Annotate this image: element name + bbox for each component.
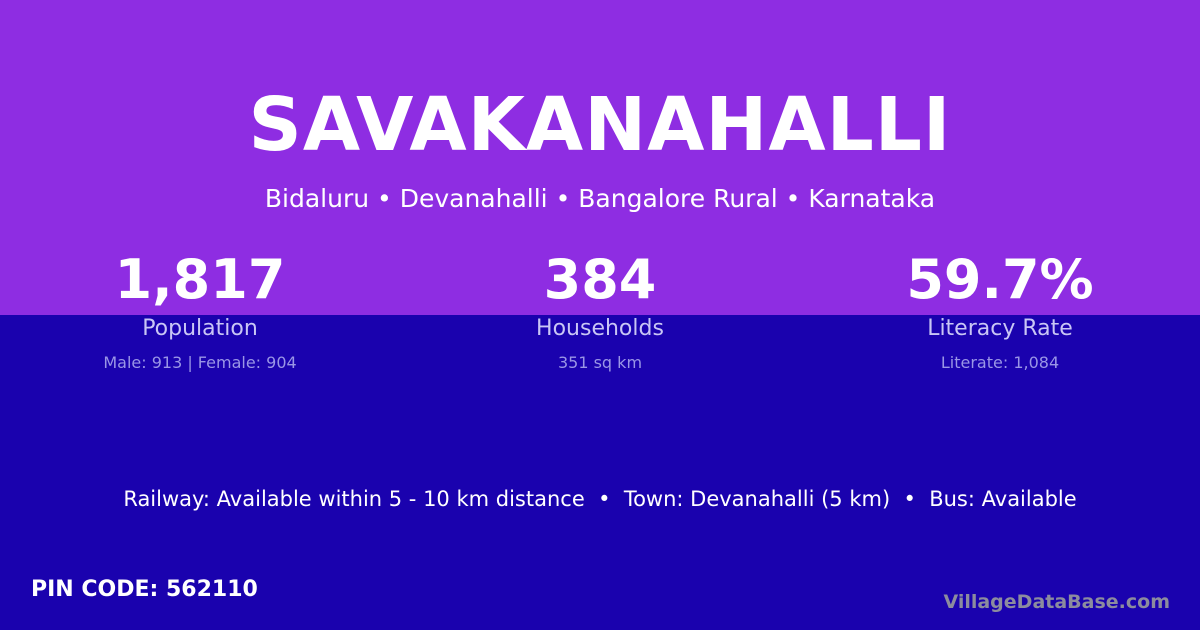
stat-value: 1,817 <box>114 248 286 311</box>
stat-label: Literacy Rate <box>927 316 1073 341</box>
header-band <box>0 0 1200 315</box>
stat-detail: 351 sq km <box>557 353 643 372</box>
stat-detail: Literate: 1,084 <box>940 353 1060 372</box>
stat-label: Population <box>142 316 258 341</box>
body-band <box>0 315 1200 630</box>
stat-value: 59.7% <box>906 248 1094 311</box>
stat-label: Households <box>536 316 664 341</box>
village-title: SAVAKANAHALLI <box>248 82 952 168</box>
amenities-line: Railway: Available within 5 - 10 km dist… <box>123 487 1077 511</box>
pin-code: PIN CODE: 562110 <box>31 577 258 602</box>
brand-watermark: VillageDataBase.com <box>943 591 1170 613</box>
stat-population: 1,817 Population Male: 913 | Female: 904 <box>0 248 400 373</box>
stat-households: 384 Households 351 sq km <box>400 248 800 373</box>
stat-literacy: 59.7% Literacy Rate Literate: 1,084 <box>800 248 1200 373</box>
location-breadcrumb: Bidaluru • Devanahalli • Bangalore Rural… <box>264 184 936 213</box>
stat-value: 384 <box>543 248 657 311</box>
stat-detail: Male: 913 | Female: 904 <box>103 353 297 372</box>
